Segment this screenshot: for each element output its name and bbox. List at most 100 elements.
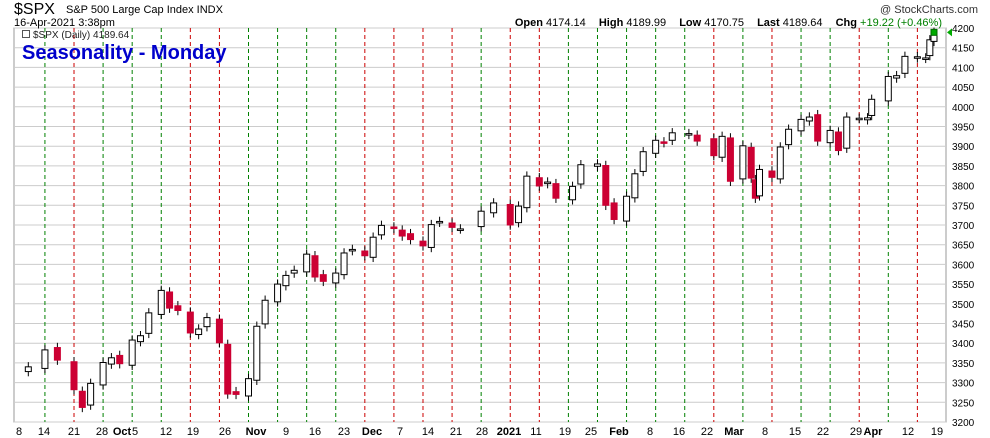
x-tick-label: Dec [362, 426, 382, 438]
candle-body [552, 183, 560, 199]
candle-body [726, 137, 734, 182]
candle-body [797, 118, 805, 132]
candle-body [290, 269, 298, 274]
candle-body [174, 305, 182, 311]
candle-body [274, 283, 282, 303]
candle-body [610, 202, 618, 220]
candle-body [448, 222, 456, 228]
candle-body [569, 185, 577, 201]
x-tick-label: 11 [530, 426, 541, 438]
last-label: Last [757, 17, 780, 29]
x-tick-label: 21 [68, 426, 80, 438]
candle-body [390, 226, 398, 230]
candle-body [407, 233, 415, 241]
candle-body [224, 343, 232, 395]
high-value: 4189.99 [626, 17, 667, 29]
candle-body [805, 116, 813, 122]
y-tick-label: 4100 [952, 63, 975, 74]
x-tick-label: 14 [38, 426, 50, 438]
legend-text: $SPX (Daily) 4189.64 [33, 30, 130, 41]
open-label: Open [514, 17, 543, 29]
high-label: High [598, 17, 624, 29]
x-tick-label: 8 [647, 426, 653, 438]
candle-body [136, 335, 144, 343]
x-tick-label: 23 [338, 426, 350, 438]
x-tick-label: 25 [585, 426, 597, 438]
x-tick-label: 16 [309, 426, 321, 438]
candle-body [785, 128, 793, 146]
candle-body [348, 248, 356, 252]
y-tick-label: 3250 [952, 398, 975, 409]
y-tick-label: 3500 [952, 300, 975, 311]
candle-body [544, 181, 552, 185]
symbol-name-label: S&P 500 Large Cap Index INDX [66, 4, 223, 16]
candle-body [710, 138, 718, 157]
candle-body [660, 141, 668, 144]
datetime-label: 16-Apr-2021 3:38pm [14, 17, 115, 29]
candle-body [332, 272, 340, 284]
candle-body [245, 378, 252, 397]
seasonality-title: Seasonality - Monday [22, 42, 227, 64]
candle-body [768, 170, 776, 178]
candle-body [377, 224, 385, 236]
x-tick-label: 8 [762, 426, 768, 438]
x-tick-label: Nov [246, 426, 268, 438]
candle-body [776, 146, 784, 180]
x-tick-label: Apr [864, 426, 884, 438]
candle-body [652, 139, 660, 154]
y-tick-label: 3350 [952, 359, 975, 370]
candle-body [602, 165, 610, 206]
candle-body [78, 390, 86, 408]
x-tick-label: 19 [559, 426, 571, 438]
x-tick-label: 26 [219, 426, 231, 438]
candle-body [87, 382, 95, 406]
last-value: 4189.64 [782, 17, 823, 29]
x-tick-label: 12 [902, 426, 914, 438]
candle-body [922, 57, 930, 60]
candle-body [826, 129, 834, 144]
y-tick-label: 3900 [952, 142, 975, 153]
candle-body [145, 312, 153, 334]
candle-body [901, 55, 909, 74]
chg-value: +19.22 (+0.46%) [860, 17, 942, 29]
y-tick-label: 3750 [952, 201, 975, 212]
candle-body [282, 274, 290, 287]
stockcharts-watermark[interactable]: @ StockCharts.com [880, 4, 978, 16]
candle-body [186, 311, 194, 334]
x-tick-label: 5 [132, 426, 138, 438]
candle-body [311, 255, 319, 278]
legend-marker-icon [22, 30, 30, 38]
candle-body [834, 131, 842, 152]
chart-legend: $SPX (Daily) 4189.64 [22, 30, 129, 41]
candle-body [303, 253, 311, 273]
candle-body [261, 299, 269, 325]
y-tick-label: 4200 [952, 24, 975, 35]
candle-body [893, 75, 901, 79]
y-tick-label: 3650 [952, 241, 975, 252]
y-tick-label: 4050 [952, 83, 975, 94]
y-tick-label: 3450 [952, 320, 975, 331]
candle-body [128, 339, 136, 366]
candle-body [685, 133, 693, 136]
candle-body [203, 317, 211, 328]
candle-body [718, 135, 726, 158]
candle-body [232, 391, 240, 395]
candle-body [398, 229, 406, 237]
candle-body [884, 75, 892, 102]
y-tick-label: 3950 [952, 123, 975, 134]
candle-body [864, 117, 872, 121]
x-tick-label: 22 [701, 426, 713, 438]
candle-body [515, 205, 523, 224]
y-tick-label: 4000 [952, 103, 975, 114]
symbol-label: $SPX [14, 1, 55, 18]
candle-body [926, 39, 934, 57]
x-tick-label: 12 [160, 426, 172, 438]
x-tick-label: 22 [817, 426, 829, 438]
y-tick-label: 3850 [952, 162, 975, 173]
last-price-marker [930, 28, 938, 36]
y-tick-label: 3700 [952, 221, 975, 232]
y-tick-label: 3300 [952, 379, 975, 390]
x-tick-label: 16 [673, 426, 685, 438]
candle-body [253, 325, 261, 381]
